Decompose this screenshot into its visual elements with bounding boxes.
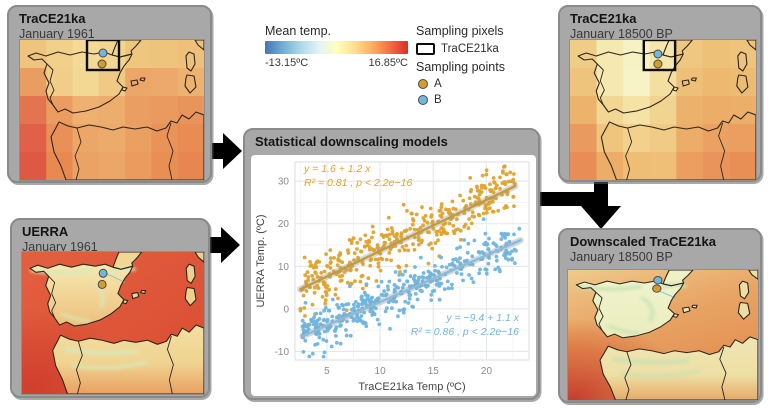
map-trace21ka-1961 [19, 39, 205, 181]
heatmap-grid [570, 40, 756, 180]
svg-text:R² = 0.86 , p < 2.2e−16: R² = 0.86 , p < 2.2e−16 [411, 326, 519, 338]
svg-text:y = −9.4 + 1.1 x: y = −9.4 + 1.1 x [445, 312, 519, 324]
point-a-swatch [418, 79, 428, 89]
heatmap-grid [20, 40, 204, 180]
svg-text:10: 10 [278, 262, 290, 273]
sampling-pixels-label: Sampling pixels [416, 24, 504, 38]
sampling-pixel-icon [416, 43, 435, 55]
svg-text:0: 0 [283, 304, 289, 315]
sampling-points-label: Sampling points [416, 60, 505, 74]
panel-downscaled: Downscaled TraCE21ka January 18500 BP [558, 228, 762, 403]
svg-text:TraCE21ka Temp (ºC): TraCE21ka Temp (ºC) [358, 381, 465, 393]
svg-text:10: 10 [375, 366, 387, 377]
svg-text:15: 15 [428, 366, 440, 377]
svg-text:UERRA Temp. (ºC): UERRA Temp. (ºC) [255, 214, 267, 307]
map-uerra-1961 [21, 251, 205, 395]
arrow-uerra-to-model [208, 227, 240, 263]
scatter-chart: y = 1.6 + 1.2 x R² = 0.81 , p < 2.2e−16 y … [255, 161, 530, 393]
panel-subtitle: January 18500 BP [570, 27, 673, 41]
panel-title: Statistical downscaling models [255, 134, 448, 149]
arrow-trace1961-to-model [210, 133, 242, 169]
panel-subtitle: January 1961 [22, 240, 98, 254]
panel-subtitle: January 18500 BP [570, 250, 673, 264]
svg-text:30: 30 [278, 177, 290, 188]
point-a-label: A [434, 78, 442, 90]
svg-text:5: 5 [324, 366, 330, 377]
point-b-swatch [418, 95, 428, 105]
svg-text:R² = 0.81 , p < 2.2e−16: R² = 0.81 , p < 2.2e−16 [304, 177, 412, 189]
panel-title: TraCE21ka [570, 11, 637, 26]
svg-text:y = 1.6 + 1.2 x: y = 1.6 + 1.2 x [303, 163, 371, 175]
svg-text:20: 20 [278, 219, 290, 230]
sampling-pixels-item: TraCE21ka [441, 43, 499, 55]
panel-title: Downscaled TraCE21ka [570, 234, 716, 249]
panel-statistical-models: Statistical downscaling models y = 1.6 +… [243, 128, 540, 400]
map-downscaled [567, 269, 759, 401]
scatter-card: y = 1.6 + 1.2 x R² = 0.81 , p < 2.2e−16 y … [251, 155, 536, 396]
sampling-markers [652, 276, 663, 293]
panel-title: TraCE21ka [19, 11, 86, 26]
colorbar-max-label: 16.85ºC [368, 57, 409, 69]
panel-subtitle: January 1961 [19, 27, 95, 41]
arrow-model-to-downscaled [540, 180, 621, 229]
panel-trace21ka-18500: TraCE21ka January 18500 BP [558, 5, 762, 182]
svg-text:20: 20 [481, 366, 493, 377]
panel-uerra-1961: UERRA January 1961 [10, 218, 210, 398]
colorbar-gradient [265, 41, 408, 54]
point-b-label: B [434, 94, 442, 106]
map-trace21ka-18500 [569, 39, 757, 181]
panel-title: UERRA [22, 224, 69, 239]
svg-text:-10: -10 [275, 347, 290, 358]
legend: Mean temp. -13.15ºC 16.85ºC Sampling pix… [265, 24, 527, 112]
mean-temp-label: Mean temp. [265, 24, 332, 38]
sampling-markers [85, 40, 121, 72]
sampling-markers [642, 40, 677, 72]
panel-trace21ka-1961: TraCE21ka January 1961 [7, 5, 212, 183]
colorbar-min-label: -13.15ºC [265, 57, 309, 69]
sampling-markers [97, 268, 108, 290]
